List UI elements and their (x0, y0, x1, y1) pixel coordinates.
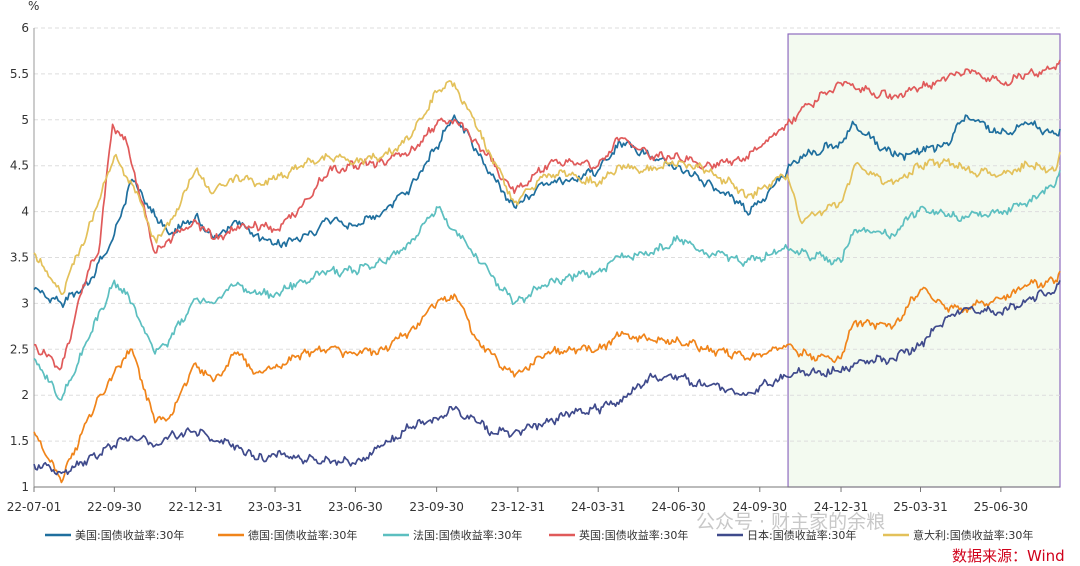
y-tick-label: 1.5 (10, 434, 29, 448)
series-line-0 (33, 114, 1061, 309)
y-tick-label: 1 (21, 480, 29, 494)
y-tick-label: 3 (21, 296, 29, 310)
series-line-4 (33, 280, 1061, 476)
series-lines (33, 59, 1061, 484)
legend-label: 英国:国债收益率:30年 (579, 528, 688, 542)
x-tick-label: 23-06-30 (328, 500, 382, 514)
legend-label: 美国:国债收益率:30年 (75, 528, 184, 542)
x-tick-label: 22-12-31 (168, 500, 222, 514)
x-tick-label: 23-09-30 (409, 500, 463, 514)
x-tick-label: 23-12-31 (491, 500, 545, 514)
series-line-1 (33, 270, 1061, 484)
gridlines (34, 27, 1060, 442)
y-tick-labels: 1 1.5 2 2.5 3 3.5 4 4.5 5 5.5 6 (10, 21, 29, 494)
x-tick-label: 24-03-31 (571, 500, 625, 514)
legend-label: 法国:国债收益率:30年 (413, 528, 522, 542)
x-tick-label: 22-09-30 (87, 500, 141, 514)
x-tick-label: 23-03-31 (248, 500, 302, 514)
watermark-text: 公众号 · 财主家的余粮 (696, 511, 885, 533)
legend-label: 日本:国债收益率:30年 (747, 528, 856, 542)
legend-label: 德国:国债收益率:30年 (248, 528, 357, 542)
y-tick-label: 2.5 (10, 342, 29, 356)
x-tick-label: 24-06-30 (651, 500, 705, 514)
x-tick-labels: 22-07-01 22-09-30 22-12-31 23-03-31 23-06-30… (7, 487, 1028, 514)
series-line-2 (33, 170, 1061, 401)
legend-label: 意大利:国债收益率:30年 (913, 528, 1033, 542)
y-tick-label: 5.5 (10, 67, 29, 81)
x-tick-label: 25-06-30 (974, 500, 1028, 514)
x-tick-label: 22-07-01 (7, 500, 61, 514)
series-line-3 (33, 59, 1061, 371)
x-tick-label: 25-03-31 (893, 500, 947, 514)
y-tick-label: 5 (21, 113, 29, 127)
x-tick-label: 24-09-30 (733, 500, 787, 514)
x-tick-label: 24-12-31 (814, 500, 868, 514)
highlight-region (787, 33, 1061, 488)
legend: 美国:国债收益率:30年 德国:国债收益率:30年 法国:国债收益率:30年 英国:国… (45, 528, 1033, 542)
highlight-rect (787, 33, 1061, 488)
y-axis-unit: % (28, 0, 39, 13)
y-tick-label: 2 (21, 388, 29, 402)
y-tick-label: 4.5 (10, 159, 29, 173)
y-tick-label: 3.5 (10, 251, 29, 265)
axes: % (28, 0, 1060, 488)
y-tick-label: 6 (21, 21, 29, 35)
source-label: 数据来源：Wind (952, 547, 1065, 565)
series-line-5 (33, 80, 1061, 296)
y-tick-label: 4 (21, 205, 29, 219)
